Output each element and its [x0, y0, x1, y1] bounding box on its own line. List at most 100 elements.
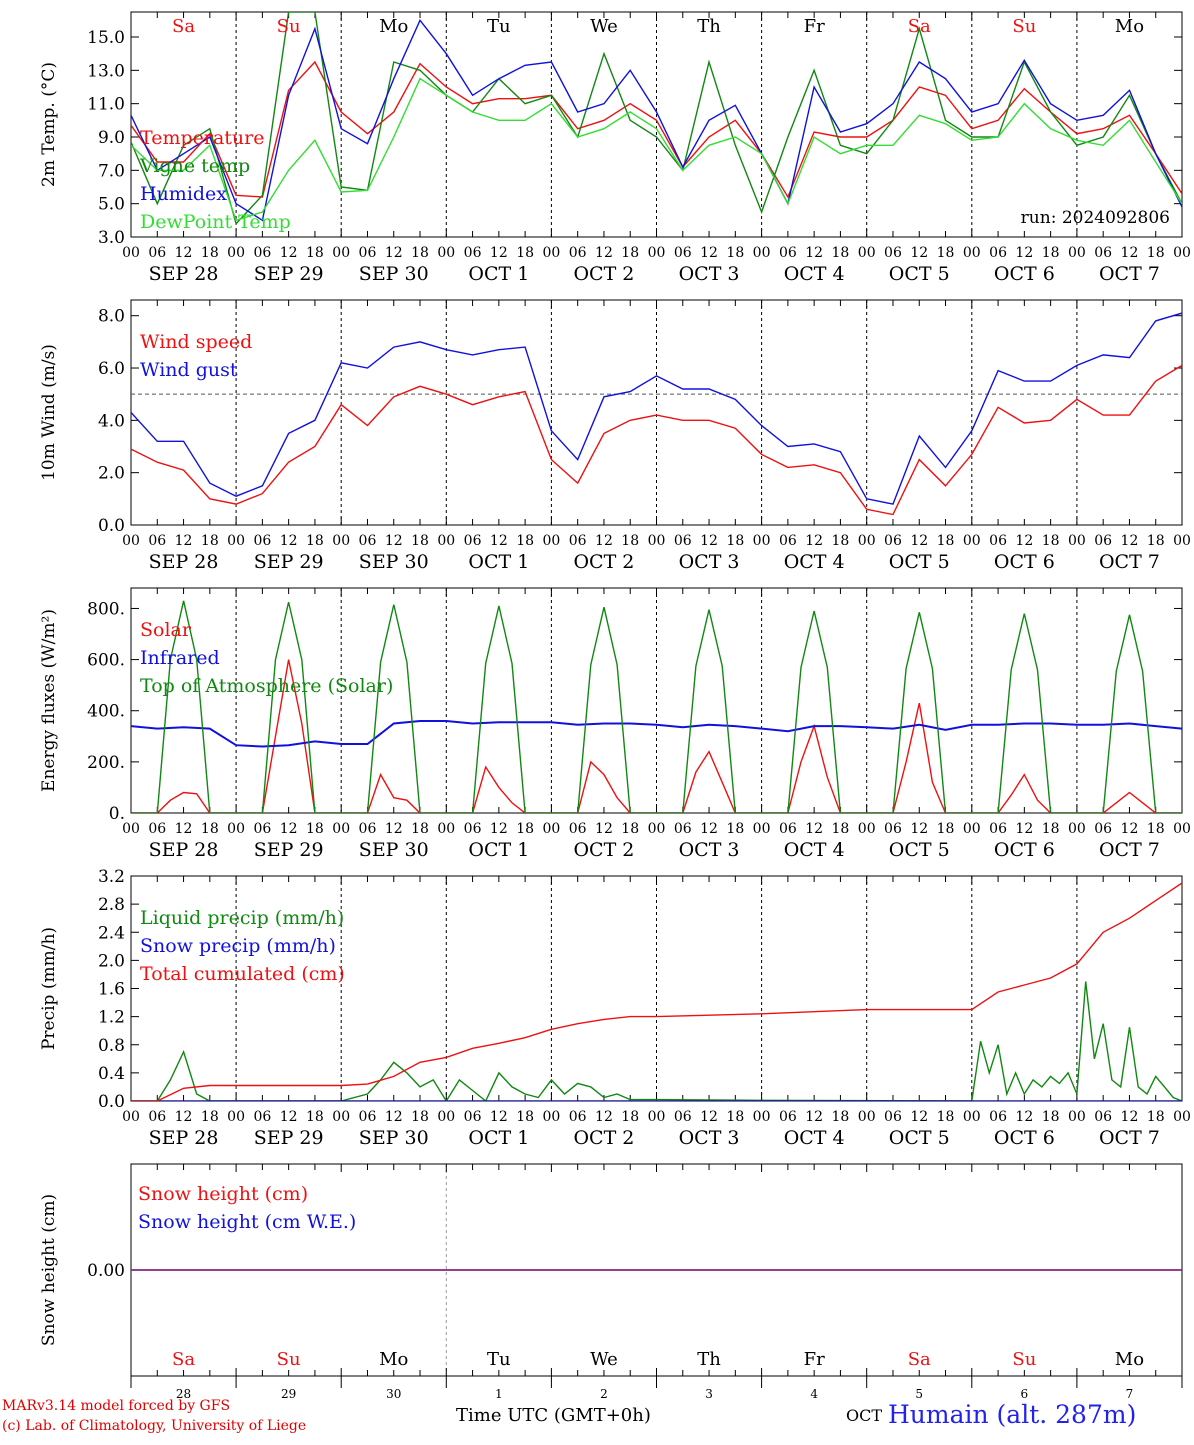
hour-tick-label: 00 — [437, 533, 455, 549]
weekday-label-bottom: Mo — [1115, 1349, 1144, 1370]
weekday-label-bottom: Su — [277, 1349, 301, 1370]
hour-tick-label: 00 — [542, 821, 560, 837]
date-label: OCT 3 — [679, 263, 740, 285]
hour-tick-label: 18 — [1042, 821, 1060, 837]
date-label: OCT 5 — [889, 551, 950, 573]
y-tick-label: 7.0 — [98, 161, 125, 181]
weekday-label-top: Su — [277, 16, 301, 37]
hour-tick-label: 00 — [227, 245, 245, 261]
hour-tick-label: 12 — [490, 821, 508, 837]
legend-entry: Infrared — [140, 647, 220, 669]
hour-tick-label: 00 — [542, 245, 560, 261]
weekday-label-top: Sa — [172, 16, 195, 37]
date-label: OCT 1 — [468, 263, 529, 285]
hour-tick-label: 06 — [989, 533, 1007, 549]
hour-tick-label: 00 — [1068, 533, 1086, 549]
y-tick-label: 5.0 — [98, 195, 125, 215]
hour-tick-label: 06 — [253, 821, 271, 837]
hour-tick-label: 18 — [411, 821, 429, 837]
hour-tick-label: 12 — [595, 1109, 613, 1125]
hour-tick-label: 18 — [516, 1109, 534, 1125]
hour-tick-label: 18 — [726, 821, 744, 837]
y-tick-label: 0. — [109, 804, 125, 824]
hour-tick-label: 18 — [937, 533, 955, 549]
hour-tick-label: 18 — [411, 1109, 429, 1125]
legend-entry: Top of Atmosphere (Solar) — [140, 675, 393, 697]
hour-tick-label: 00 — [1173, 821, 1191, 837]
date-label: SEP 30 — [359, 839, 429, 861]
date-label: SEP 29 — [254, 263, 324, 285]
hour-tick-label: 00 — [753, 1109, 771, 1125]
date-label: OCT 1 — [468, 551, 529, 573]
date-label: OCT 7 — [1099, 551, 1160, 573]
hour-tick-label: 18 — [621, 245, 639, 261]
date-label: OCT 3 — [679, 1127, 740, 1149]
temperature-panel: 3.0 5.0 7.0 9.0 11.0 13.0 15.0 2m Temp. (°C) Tem… — [39, 11, 1191, 285]
hour-tick-label: 12 — [1121, 245, 1139, 261]
hour-tick-label: 18 — [726, 1109, 744, 1125]
y-axis-label: Snow height (cm) — [39, 1194, 59, 1346]
legend-entry: Wind speed — [140, 331, 252, 353]
date-label: OCT 6 — [994, 1127, 1055, 1149]
weekday-label-top: Mo — [379, 16, 408, 37]
hour-tick-label: 06 — [884, 821, 902, 837]
hour-tick-label: 18 — [1042, 533, 1060, 549]
hour-tick-label: 00 — [332, 245, 350, 261]
bottom-day-number: 28 — [176, 1387, 191, 1401]
snow-panel: 0.00 Snow height (cm) Snow height (cm) Snow… — [39, 1163, 1183, 1377]
run-annotation: run: 2024092806 — [1021, 208, 1170, 228]
legend-entry: Snow height (cm W.E.) — [138, 1211, 356, 1233]
hour-tick-label: 00 — [1173, 1109, 1191, 1125]
hour-tick-label: 00 — [858, 245, 876, 261]
hour-tick-label: 00 — [858, 1109, 876, 1125]
hour-tick-label: 18 — [726, 533, 744, 549]
hour-tick-label: 18 — [201, 533, 219, 549]
legend-entry: Total cumulated (cm) — [140, 963, 345, 985]
hour-tick-label: 12 — [700, 245, 718, 261]
hour-tick-label: 06 — [569, 245, 587, 261]
weekday-label-bottom: Fr — [804, 1349, 825, 1370]
hour-tick-label: 00 — [648, 533, 666, 549]
energy-panel: 0. 200. 400. 600. 800. Energy fluxes (W/m²) So… — [39, 587, 1191, 861]
station-name: Humain (alt. 287m) — [888, 1400, 1137, 1429]
hour-tick-label: 12 — [805, 1109, 823, 1125]
hour-tick-label: 18 — [832, 533, 850, 549]
wind-panel: 0.0 2.0 4.0 6.0 8.0 10m Wind (m/s) Wind speed W… — [39, 299, 1191, 573]
date-label: OCT 4 — [784, 839, 845, 861]
legend-entry: Snow precip (mm/h) — [140, 935, 336, 957]
hour-tick-label: 00 — [227, 533, 245, 549]
hour-tick-label: 00 — [1173, 533, 1191, 549]
x-axis-title: Time UTC (GMT+0h) — [456, 1405, 651, 1426]
hour-tick-label: 12 — [1121, 1109, 1139, 1125]
hour-tick-label: 00 — [1068, 245, 1086, 261]
date-label: SEP 28 — [149, 1127, 219, 1149]
bottom-day-number: 4 — [810, 1387, 818, 1401]
weekday-label-top: Mo — [1115, 16, 1144, 37]
hour-tick-label: 06 — [359, 821, 377, 837]
hour-tick-label: 12 — [910, 1109, 928, 1125]
series-line-total-cumulated-cm- — [131, 882, 1182, 1101]
series-line-temperature — [131, 60, 1182, 199]
hour-tick-label: 06 — [1094, 245, 1112, 261]
hour-tick-label: 12 — [910, 245, 928, 261]
hour-tick-label: 18 — [1147, 533, 1165, 549]
month-label: OCT — [846, 1406, 883, 1425]
hour-tick-label: 06 — [148, 245, 166, 261]
hour-tick-label: 00 — [122, 1109, 140, 1125]
date-label: OCT 2 — [573, 263, 634, 285]
hour-tick-label: 06 — [779, 821, 797, 837]
legend-entry: Wind gust — [140, 359, 238, 381]
y-tick-label: 3.0 — [98, 228, 125, 248]
hour-tick-label: 00 — [332, 533, 350, 549]
hour-tick-label: 18 — [937, 1109, 955, 1125]
y-tick-label: 0.4 — [98, 1064, 125, 1084]
date-label: SEP 28 — [149, 263, 219, 285]
date-label: OCT 5 — [889, 839, 950, 861]
hour-tick-label: 18 — [621, 1109, 639, 1125]
hour-tick-label: 12 — [805, 245, 823, 261]
hour-tick-label: 12 — [1015, 245, 1033, 261]
hour-tick-label: 18 — [1147, 821, 1165, 837]
hour-tick-label: 18 — [516, 533, 534, 549]
hour-tick-label: 06 — [989, 821, 1007, 837]
hour-tick-label: 12 — [805, 533, 823, 549]
